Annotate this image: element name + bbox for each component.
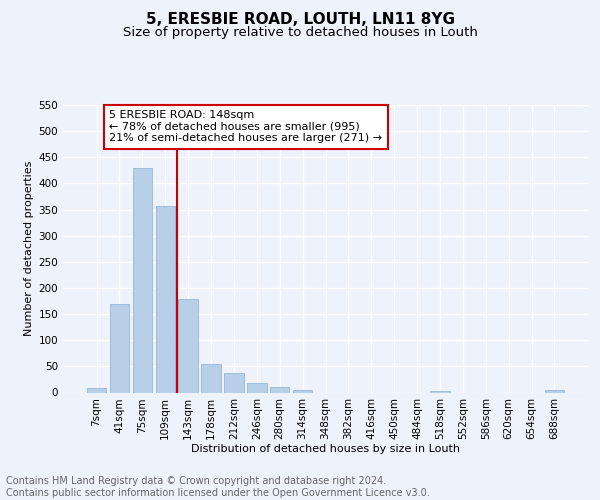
Y-axis label: Number of detached properties: Number of detached properties [24,161,34,336]
Bar [224,372,244,392]
Bar [178,300,198,392]
Bar [545,390,564,392]
X-axis label: Distribution of detached houses by size in Louth: Distribution of detached houses by size … [191,444,460,454]
Bar [155,206,175,392]
Text: Contains HM Land Registry data © Crown copyright and database right 2024.
Contai: Contains HM Land Registry data © Crown c… [6,476,430,498]
Bar [247,383,266,392]
Bar [202,364,221,392]
Text: 5, ERESBIE ROAD, LOUTH, LN11 8YG: 5, ERESBIE ROAD, LOUTH, LN11 8YG [146,12,455,28]
Text: Size of property relative to detached houses in Louth: Size of property relative to detached ho… [122,26,478,39]
Bar [430,391,449,392]
Bar [87,388,106,392]
Bar [133,168,152,392]
Bar [270,387,289,392]
Text: 5 ERESBIE ROAD: 148sqm
← 78% of detached houses are smaller (995)
21% of semi-de: 5 ERESBIE ROAD: 148sqm ← 78% of detached… [109,110,382,144]
Bar [110,304,129,392]
Bar [293,390,313,392]
